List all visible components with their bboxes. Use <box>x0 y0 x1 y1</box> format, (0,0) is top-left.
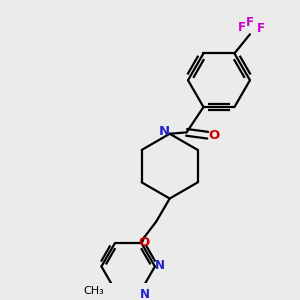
Text: N: N <box>140 288 150 300</box>
Text: N: N <box>159 125 170 138</box>
Text: F: F <box>238 21 246 34</box>
Text: CH₃: CH₃ <box>83 286 104 296</box>
Text: O: O <box>208 129 220 142</box>
Text: F: F <box>246 16 254 29</box>
Text: N: N <box>155 259 165 272</box>
Text: F: F <box>256 22 265 35</box>
Text: O: O <box>139 236 150 249</box>
